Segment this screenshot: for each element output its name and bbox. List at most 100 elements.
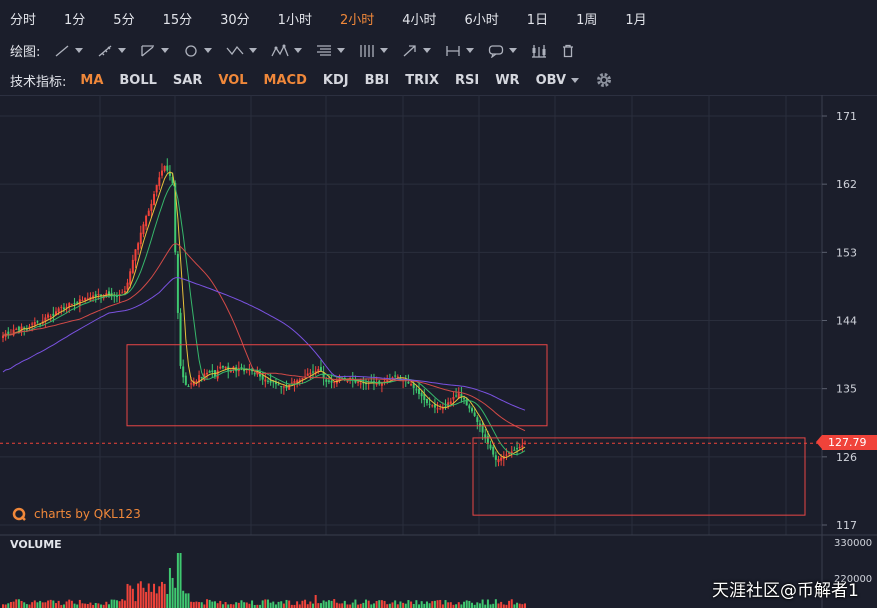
angle-tool-icon[interactable] xyxy=(140,44,170,58)
indicator-sar[interactable]: SAR xyxy=(173,73,202,88)
circle-tool-icon[interactable] xyxy=(183,44,213,58)
period-tab-9[interactable]: 1日 xyxy=(526,12,549,28)
volume-bar xyxy=(203,604,206,608)
volume-bar xyxy=(97,603,100,608)
period-tab-3[interactable]: 15分 xyxy=(162,12,193,28)
volume-bar xyxy=(7,603,10,608)
indicator-vol[interactable]: VOL xyxy=(218,73,247,88)
volume-bar xyxy=(221,604,224,608)
indicator-obv[interactable]: OBV xyxy=(536,73,580,88)
volume-bar xyxy=(211,601,214,608)
gear-icon[interactable] xyxy=(595,71,613,89)
candlestick-chart[interactable]: 171 162 153 144 135 126 117 330000 220000 xyxy=(0,95,877,608)
pattern-tool-icon[interactable] xyxy=(271,43,303,58)
volume-bar xyxy=(269,602,272,608)
candle-body xyxy=(176,254,179,313)
volume-bar xyxy=(343,600,346,608)
volume-bar xyxy=(166,593,169,608)
wave-tool-icon[interactable] xyxy=(226,44,258,58)
period-tab-4[interactable]: 30分 xyxy=(220,12,250,28)
candle-body xyxy=(375,382,378,385)
candle-body xyxy=(200,376,203,379)
candle-body xyxy=(380,382,383,386)
candle-body xyxy=(49,315,52,317)
volume-bar xyxy=(349,604,352,608)
volume-bar xyxy=(428,603,431,608)
volume-bar xyxy=(415,600,418,608)
indicator-rsi[interactable]: RSI xyxy=(455,73,479,88)
measure-tool-icon[interactable] xyxy=(97,44,127,58)
volume-bar xyxy=(492,603,495,608)
candle-toggle-icon[interactable] xyxy=(531,44,547,58)
period-tab-11[interactable]: 1月 xyxy=(625,12,647,28)
volume-bar xyxy=(41,602,44,608)
volume-bar xyxy=(33,600,36,608)
volume-bar xyxy=(145,591,148,608)
indicator-wr[interactable]: WR xyxy=(495,73,519,88)
candle-body xyxy=(431,405,434,407)
fib-tool-icon[interactable] xyxy=(316,44,346,58)
period-tab-0[interactable]: 分时 xyxy=(10,12,37,28)
comment-tool-icon[interactable] xyxy=(488,44,518,58)
volume-bar xyxy=(351,602,354,608)
indicator-macd[interactable]: MACD xyxy=(264,73,307,88)
line-tool-icon[interactable] xyxy=(54,44,84,58)
volume-bar xyxy=(137,583,140,608)
volume-bar xyxy=(76,604,79,608)
candle-body xyxy=(123,290,126,293)
indicator-kdj[interactable]: KDJ xyxy=(323,73,349,88)
period-tab-8[interactable]: 6小时 xyxy=(464,12,499,28)
volume-bar xyxy=(359,603,362,608)
period-tab-5[interactable]: 1小时 xyxy=(277,12,312,28)
candle-body xyxy=(86,298,89,300)
volume-bar xyxy=(372,603,375,608)
candle-body xyxy=(115,295,118,298)
period-tab-6[interactable]: 2小时 xyxy=(339,12,375,28)
period-tab-7[interactable]: 4小时 xyxy=(402,12,437,28)
indicator-bbi[interactable]: BBI xyxy=(365,73,390,88)
volume-bar xyxy=(338,603,341,608)
indicator-label-text: RSI xyxy=(454,72,480,88)
volume-bar xyxy=(309,601,312,608)
volume-bar xyxy=(476,602,479,608)
period-tab-1[interactable]: 1分 xyxy=(64,12,86,28)
candle-body xyxy=(2,335,4,338)
volume-bar xyxy=(420,601,423,608)
indicator-trix[interactable]: TRIX xyxy=(405,73,439,88)
volume-bar xyxy=(407,600,410,608)
volume-tick: 220000 xyxy=(834,574,872,585)
trash-icon[interactable] xyxy=(561,44,575,58)
volume-panel-label: VOLUME xyxy=(10,538,62,551)
consolidation-box xyxy=(126,344,548,427)
indicator-ma[interactable]: MA xyxy=(80,73,103,88)
volume-bar xyxy=(81,603,84,608)
period-tab-2[interactable]: 5分 xyxy=(113,12,135,28)
grid-tool-icon[interactable] xyxy=(359,44,389,58)
indicator-boll[interactable]: BOLL xyxy=(119,73,157,88)
volume-bar xyxy=(160,581,163,608)
candle-body xyxy=(105,293,108,296)
volume-bar xyxy=(447,602,450,608)
candle-body xyxy=(322,372,325,379)
volume-bar xyxy=(378,600,381,608)
volume-bar xyxy=(521,604,524,608)
arrow-tool-icon[interactable] xyxy=(402,44,432,58)
candle-body xyxy=(285,385,288,388)
volume-bar xyxy=(365,599,368,608)
candle-body xyxy=(158,177,161,187)
candle-body xyxy=(288,384,291,390)
volume-bar xyxy=(489,604,492,608)
volume-bar xyxy=(121,599,124,608)
volume-bar xyxy=(158,586,161,608)
volume-bar xyxy=(174,587,177,608)
candle-body xyxy=(221,365,224,368)
ma-line-30 xyxy=(2,243,526,432)
volume-bar xyxy=(54,603,57,608)
volume-bar xyxy=(516,602,519,608)
period-toolbar: 分时 1分 5分 15分 30分 1小时 2小时 4小时 6小时 1日 1周 1月 xyxy=(0,0,877,37)
volume-bar xyxy=(463,601,466,608)
candle-body xyxy=(489,444,492,449)
period-tab-10[interactable]: 1周 xyxy=(576,12,598,28)
candle-body xyxy=(484,434,487,438)
range-tool-icon[interactable] xyxy=(445,44,475,58)
